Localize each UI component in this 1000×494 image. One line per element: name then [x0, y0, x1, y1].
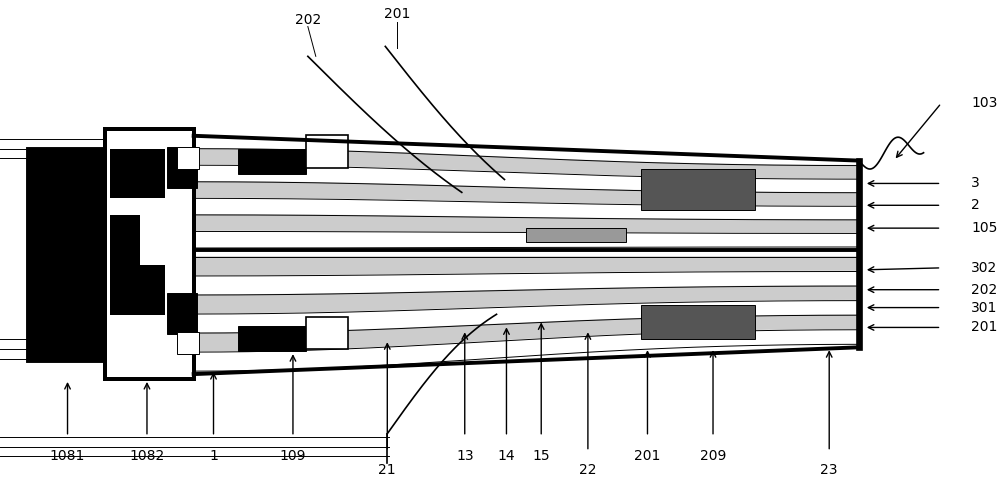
Polygon shape [194, 136, 859, 250]
Polygon shape [194, 257, 859, 276]
Bar [105, 129, 194, 379]
Bar [167, 292, 197, 334]
Bar [167, 147, 197, 188]
Bar [306, 135, 348, 167]
Text: 23: 23 [820, 463, 838, 478]
Polygon shape [194, 272, 859, 295]
Bar [28, 149, 107, 361]
Text: 201: 201 [634, 449, 661, 462]
Bar [641, 305, 755, 339]
Polygon shape [194, 149, 859, 179]
Polygon shape [194, 330, 859, 371]
Bar [110, 149, 165, 198]
Polygon shape [194, 232, 859, 248]
Text: 1: 1 [209, 449, 218, 462]
Text: 201: 201 [971, 321, 998, 334]
Text: 3: 3 [971, 176, 980, 191]
Polygon shape [194, 165, 859, 193]
Text: 202: 202 [971, 283, 997, 297]
Text: 22: 22 [579, 463, 597, 478]
Text: 103: 103 [971, 96, 998, 110]
Text: 109: 109 [280, 449, 306, 462]
Text: 301: 301 [971, 300, 998, 315]
Bar [306, 317, 348, 349]
Polygon shape [194, 198, 859, 220]
Bar [110, 265, 165, 315]
Polygon shape [194, 215, 859, 234]
Text: 15: 15 [532, 449, 550, 462]
Text: 1082: 1082 [129, 449, 165, 462]
Text: 202: 202 [295, 12, 321, 27]
Bar [105, 129, 194, 379]
Bar [110, 215, 140, 265]
Bar [526, 228, 626, 242]
Text: 1081: 1081 [50, 449, 85, 462]
Bar [238, 327, 306, 351]
Polygon shape [194, 286, 859, 314]
Text: 21: 21 [378, 463, 396, 478]
Text: 13: 13 [456, 449, 474, 462]
Polygon shape [194, 315, 859, 352]
Bar [641, 168, 755, 210]
Text: 201: 201 [384, 6, 410, 21]
Text: 105: 105 [971, 221, 998, 235]
Polygon shape [194, 255, 859, 374]
Text: 209: 209 [700, 449, 726, 462]
Bar [177, 332, 199, 354]
Bar [177, 147, 199, 168]
Text: 2: 2 [971, 198, 980, 212]
Bar [238, 149, 306, 173]
Polygon shape [194, 182, 859, 206]
Polygon shape [194, 301, 859, 333]
Text: 14: 14 [498, 449, 515, 462]
Text: 302: 302 [971, 261, 997, 275]
